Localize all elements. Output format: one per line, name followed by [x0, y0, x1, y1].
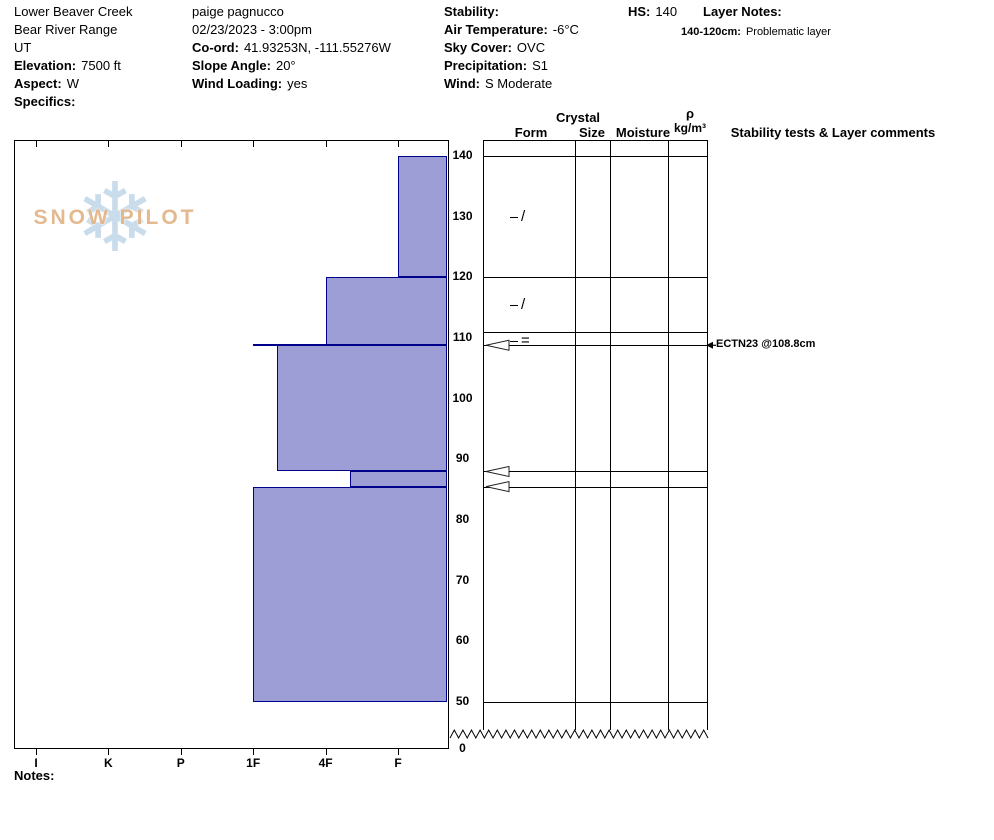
observer-info: paige pagnucco 02/23/2023 - 3:00pm Co-or… [192, 4, 391, 94]
layer-boundary-line [483, 277, 708, 279]
hardness-tick-label: 4F [318, 756, 333, 770]
snowflake-icon: ❄ [74, 162, 156, 274]
grid-top-line [483, 140, 708, 141]
specifics-label: Specifics: [14, 94, 76, 109]
stability-label: Stability: [444, 4, 499, 19]
stability-tests-column-header: Stability tests & Layer comments [730, 125, 936, 140]
coord-value: 41.93253N, -111.55276W [243, 40, 391, 55]
depth-tick-label: 130 [452, 208, 473, 223]
layer-flag-icon [485, 339, 510, 351]
hardness-tick-label: K [104, 756, 113, 770]
hardness-tick-bottom [36, 749, 37, 755]
grid-vertical-line [707, 140, 708, 730]
grid-vertical-line [668, 140, 669, 730]
location-info: Lower Beaver Creek Bear River Range UT E… [14, 4, 133, 112]
slope-angle-value: 20° [275, 58, 296, 73]
depth-tick-label: 70 [455, 572, 470, 587]
hs-label: HS: [628, 4, 651, 19]
depth-tick-label: 50 [455, 694, 470, 708]
hardness-tick-label: 1F [246, 756, 261, 770]
layer-flag-icon [485, 481, 510, 493]
observation-datetime: 02/23/2023 - 3:00pm [192, 22, 312, 37]
notes-label: Notes: [14, 768, 55, 783]
hardness-tick-bottom [325, 749, 327, 755]
wind-loading-label: Wind Loading: [192, 76, 283, 91]
depth-tick-label: 90 [455, 451, 470, 466]
air-temp-value: -6°C [552, 22, 579, 37]
layer-boundary-line [483, 345, 708, 347]
layer-notes-label: Layer Notes: [703, 4, 782, 19]
form-tick [510, 304, 518, 306]
coord-label: Co-ord: [192, 40, 239, 55]
depth-tick-label: 110 [452, 330, 473, 344]
grid-vertical-line [483, 140, 484, 730]
grain-form-symbol: = [521, 332, 530, 350]
grain-form-symbol: / [521, 207, 526, 225]
conditions-info: Stability: Air Temperature: -6°C Sky Cove… [444, 4, 579, 94]
hardness-tick-bottom [253, 749, 255, 755]
form-tick [510, 277, 518, 279]
layer-boundary-line [483, 486, 708, 488]
sky-cover-value: OVC [516, 40, 546, 55]
precipitation-label: Precipitation: [444, 58, 528, 73]
form-tick [510, 216, 518, 218]
form-column-header: Form [514, 125, 548, 140]
layer-notes-title: Layer Notes: [703, 4, 787, 22]
crystal-column-header: Crystal [555, 110, 601, 125]
depth-tick-label: 100 [452, 390, 473, 405]
site-state: UT [14, 40, 32, 55]
layer-flag-icon [485, 465, 510, 478]
depth-tick-label: 120 [452, 269, 473, 284]
logo-title: SNOW PILOT [33, 206, 197, 229]
hardness-tick-bottom [398, 749, 399, 755]
depth-break-label: 0 [459, 741, 466, 755]
hardness-tick-bottom [180, 749, 182, 755]
aspect-value: W [66, 76, 79, 91]
layer-boundary-line [483, 156, 708, 157]
density-column-header: ρ [685, 106, 695, 121]
site-range: Bear River Range [14, 22, 118, 37]
layer-boundary-line [483, 331, 708, 333]
wind-label: Wind: [444, 76, 480, 91]
aspect-label: Aspect: [14, 76, 62, 91]
site-name: Lower Beaver Creek [14, 4, 133, 19]
depth-tick-label: 140 [452, 148, 473, 162]
depth-tick-label: 60 [455, 633, 470, 648]
depth-axis-break-zigzag [449, 728, 709, 740]
layer-note: 140-120cm: Problematic layer [681, 23, 831, 41]
layer-note-range: 140-120cm: [681, 26, 741, 38]
depth-tick-label: 80 [455, 512, 470, 526]
density-units-header: kg/m³ [673, 121, 707, 135]
hardness-tick-label: F [394, 756, 402, 770]
grid-vertical-line [610, 140, 611, 730]
grain-form-symbol: / [521, 295, 526, 313]
snowpilot-logo: ❄ SNOW PILOT [34, 162, 194, 274]
layer-boundary-line [483, 702, 708, 703]
grid-vertical-line [575, 140, 576, 730]
hardness-tick-label: P [176, 756, 185, 770]
wind-value: S Moderate [484, 76, 553, 91]
hs-value: 140 [655, 4, 678, 19]
layer-note-text: Problematic layer [745, 26, 831, 38]
air-temp-label: Air Temperature: [444, 22, 548, 37]
elevation-value: 7500 ft [81, 58, 121, 73]
moisture-column-header: Moisture [615, 125, 671, 140]
layer-boundary-line [483, 471, 708, 473]
sky-cover-label: Sky Cover: [444, 40, 512, 55]
snow-height-info: HS: 140 [628, 4, 677, 22]
test-arrow-head-icon [706, 341, 713, 349]
size-column-header: Size [578, 125, 606, 140]
hardness-tick-bottom [108, 749, 110, 755]
form-tick [510, 341, 518, 343]
stability-test-label: ECTN23 @108.8cm [716, 338, 816, 351]
precipitation-value: S1 [532, 58, 548, 73]
observer-name: paige pagnucco [192, 4, 284, 19]
elevation-label: Elevation: [14, 58, 77, 73]
slope-angle-label: Slope Angle: [192, 58, 271, 73]
wind-loading-value: yes [287, 76, 308, 91]
